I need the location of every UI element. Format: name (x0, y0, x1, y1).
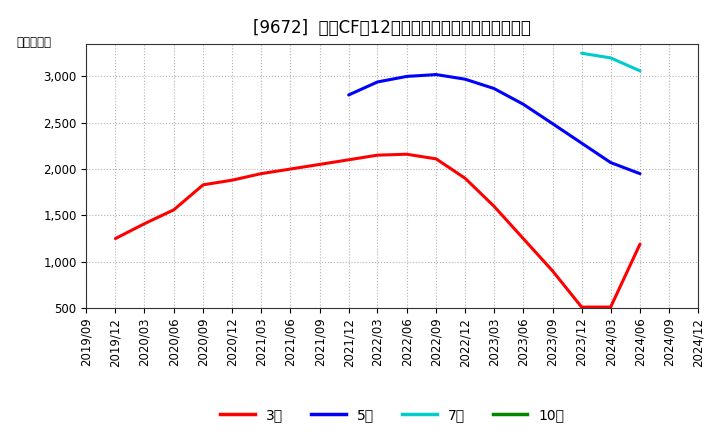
Y-axis label: （百万円）: （百万円） (17, 36, 52, 49)
Title: [9672]  営業CFだ12か月移動合計の標準偏差の推移: [9672] 営業CFだ12か月移動合計の標準偏差の推移 (253, 19, 531, 37)
Legend: 3年, 5年, 7年, 10年: 3年, 5年, 7年, 10年 (215, 403, 570, 428)
